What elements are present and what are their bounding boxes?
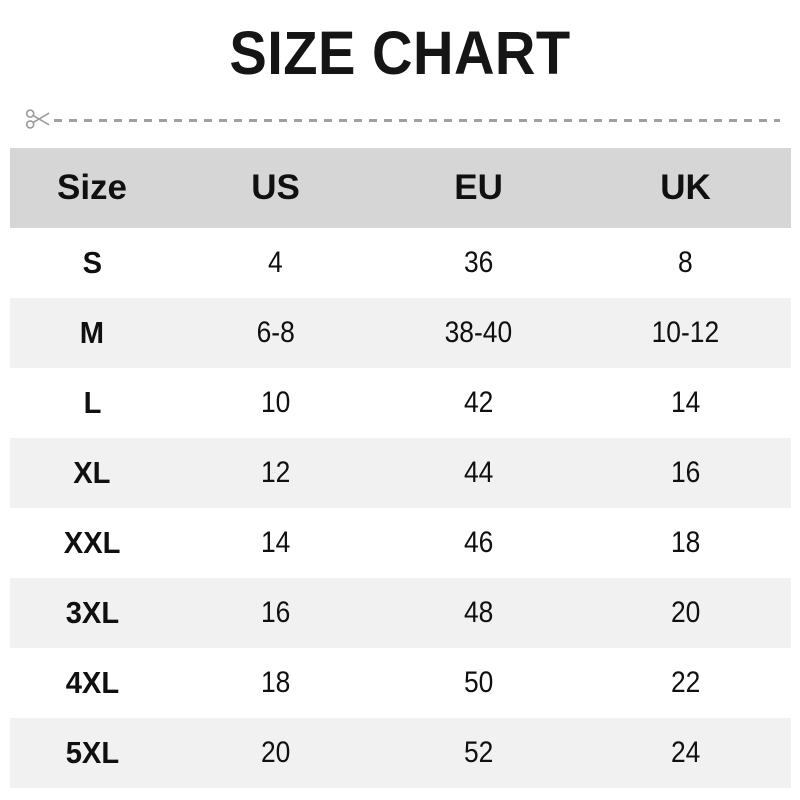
cell-size-value: L <box>83 385 101 420</box>
cut-line <box>22 104 780 136</box>
cell-eu-value: 38-40 <box>444 316 513 349</box>
column-header-us: US <box>174 148 378 228</box>
cell-eu: 48 <box>377 578 580 648</box>
cell-us-value: 12 <box>260 456 291 489</box>
cell-uk-value: 16 <box>670 456 701 489</box>
cell-eu-value: 44 <box>463 456 494 489</box>
cell-eu-value: 50 <box>463 666 494 699</box>
table-header-row: Size US EU UK <box>10 148 791 228</box>
table-row: 5XL 20 52 24 <box>10 718 791 788</box>
cell-uk-value: 10-12 <box>651 316 720 349</box>
cell-us: 10 <box>174 368 377 438</box>
cell-uk-value: 24 <box>670 736 701 769</box>
cell-eu: 46 <box>377 508 580 578</box>
table-row: M 6-8 38-40 10-12 <box>10 298 791 368</box>
cell-uk: 14 <box>580 368 791 438</box>
cell-us: 16 <box>174 578 377 648</box>
cell-size-value: M <box>79 315 105 350</box>
cell-size-value: XL <box>73 455 111 490</box>
cell-uk: 8 <box>580 228 791 298</box>
cell-uk-value: 14 <box>670 386 701 419</box>
cell-eu-value: 52 <box>463 736 494 769</box>
dashed-cut-line <box>54 118 780 122</box>
cell-uk: 24 <box>580 718 791 788</box>
cell-uk-value: 8 <box>678 246 693 279</box>
column-header-size: Size <box>10 148 174 228</box>
cell-uk-value: 20 <box>670 596 701 629</box>
cell-us-value: 16 <box>260 596 291 629</box>
cell-us: 12 <box>174 438 377 508</box>
cell-eu-value: 42 <box>463 386 494 419</box>
table-row: XL 12 44 16 <box>10 438 791 508</box>
cell-uk: 16 <box>580 438 791 508</box>
cell-eu: 42 <box>377 368 580 438</box>
column-header-uk: UK <box>580 148 791 228</box>
cell-us-value: 18 <box>260 666 291 699</box>
cell-us-value: 20 <box>260 736 291 769</box>
cell-uk-value: 22 <box>670 666 701 699</box>
table-row: XXL 14 46 18 <box>10 508 791 578</box>
cell-size: 4XL <box>10 648 174 718</box>
cell-size-value: S <box>82 245 102 280</box>
cell-size-value: 5XL <box>65 735 119 770</box>
cell-eu: 52 <box>377 718 580 788</box>
cell-size: L <box>10 368 174 438</box>
cell-size: XL <box>10 438 174 508</box>
table-row: S 4 36 8 <box>10 228 791 298</box>
cell-us-value: 6-8 <box>256 316 295 349</box>
cell-size: XXL <box>10 508 174 578</box>
cell-eu: 50 <box>377 648 580 718</box>
cell-us-value: 4 <box>268 246 283 279</box>
cell-eu: 38-40 <box>377 298 580 368</box>
cell-us: 4 <box>174 228 377 298</box>
cell-us: 14 <box>174 508 377 578</box>
cell-eu: 36 <box>377 228 580 298</box>
cell-size-value: XXL <box>63 525 121 560</box>
table-row: 4XL 18 50 22 <box>10 648 791 718</box>
cell-us: 6-8 <box>174 298 377 368</box>
cell-uk: 20 <box>580 578 791 648</box>
scissors-icon <box>22 104 52 134</box>
cell-us-value: 14 <box>260 526 291 559</box>
page-title: SIZE CHART <box>229 19 571 87</box>
table-row: L 10 42 14 <box>10 368 791 438</box>
cell-eu-value: 46 <box>463 526 494 559</box>
table-row: 3XL 16 48 20 <box>10 578 791 648</box>
cell-eu-value: 36 <box>463 246 494 279</box>
cell-us: 20 <box>174 718 377 788</box>
cell-uk: 10-12 <box>580 298 791 368</box>
cell-uk-value: 18 <box>670 526 701 559</box>
cell-uk: 22 <box>580 648 791 718</box>
size-chart-table: Size US EU UK S 4 36 8 M 6-8 38-40 10-12… <box>10 148 791 788</box>
cell-size: 3XL <box>10 578 174 648</box>
cell-size-value: 3XL <box>65 595 119 630</box>
cell-size-value: 4XL <box>65 665 119 700</box>
cell-eu: 44 <box>377 438 580 508</box>
cell-eu-value: 48 <box>463 596 494 629</box>
cell-size: S <box>10 228 174 298</box>
cell-size: M <box>10 298 174 368</box>
cell-us: 18 <box>174 648 377 718</box>
cell-uk: 18 <box>580 508 791 578</box>
cell-size: 5XL <box>10 718 174 788</box>
cell-us-value: 10 <box>260 386 291 419</box>
column-header-eu: EU <box>377 148 581 228</box>
